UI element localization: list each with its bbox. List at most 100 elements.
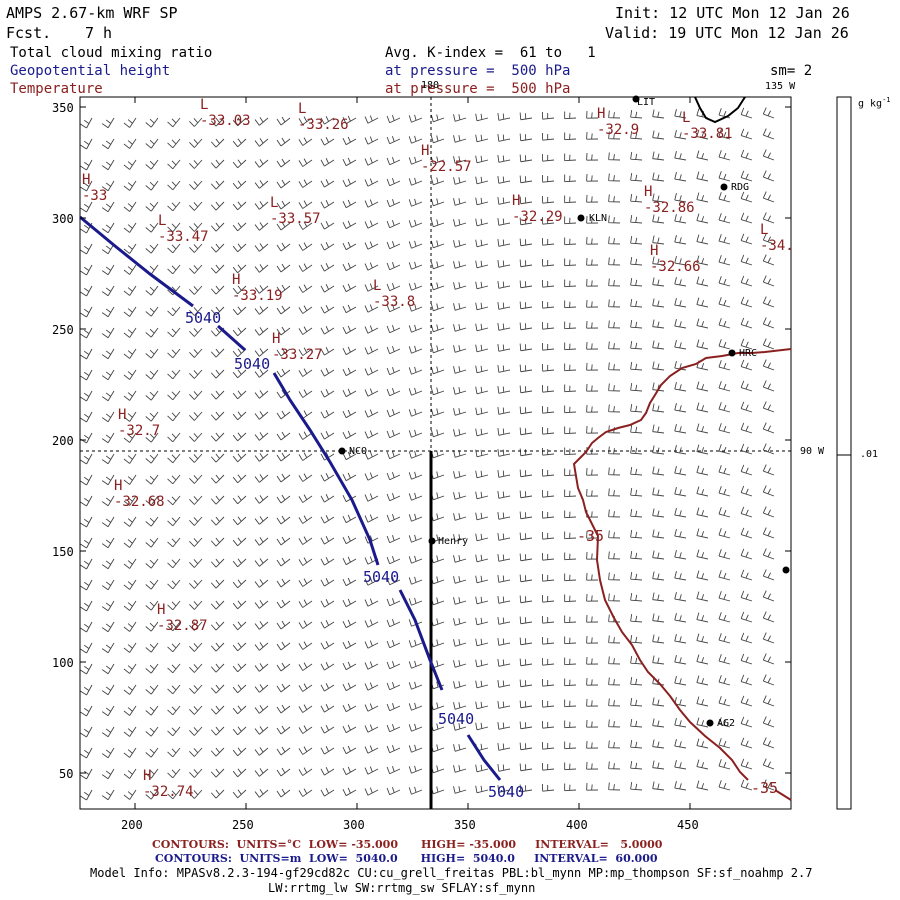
wind-barb [101,684,115,696]
wind-barb [232,768,247,778]
wind-barb [497,617,511,625]
wind-barb [497,218,511,226]
smoothing-label: sm= 2 [770,63,813,79]
wind-barb [364,136,379,145]
wind-barb [276,347,291,357]
wind-barb [80,558,93,570]
wind-barb [320,725,335,734]
wind-barb [674,150,687,161]
wind-barb [564,573,577,582]
wind-barb [541,721,555,729]
wind-barb [608,341,621,350]
wind-barb [298,536,313,545]
wind-barb [762,401,775,413]
wind-barb [718,234,731,245]
wind-barb [386,157,401,166]
wind-barb [453,702,467,710]
wind-barb [276,767,291,777]
wind-barb [564,405,577,414]
wind-barb [254,180,269,189]
wind-barb [762,380,775,392]
wind-barb [123,642,137,653]
wind-barb [652,697,665,707]
wind-barb [475,428,489,437]
wind-barb [254,663,269,672]
wind-barb [630,508,643,518]
wind-barb [497,407,511,415]
wind-barb [541,574,555,582]
wind-barb [276,200,291,210]
wind-barb [342,136,357,146]
wind-barb [652,718,665,728]
wind-barb [696,549,709,560]
wind-barb [408,429,423,438]
wind-barb [167,705,181,716]
wind-barb [541,742,555,750]
height-contour-label: 5040 [234,355,271,373]
wind-barb [189,117,203,127]
wind-barb [364,787,379,796]
wind-barb [254,390,269,399]
extremum-l-11: L -34. [760,222,794,254]
wind-barb [145,285,159,296]
wind-barb [101,558,115,570]
x-tick-300: 300 [343,818,365,832]
wind-barb [320,557,335,566]
wind-barb [276,305,291,315]
wind-barb [718,444,731,455]
wind-barb [167,516,181,527]
wind-barb [674,486,687,497]
init-time: Init: 12 UTC Mon 12 Jan 26 [615,4,850,22]
wind-barb [430,303,445,312]
extremum-h-4: H -32.9 [597,106,639,138]
wind-barb [564,636,577,645]
wind-barb [167,726,181,737]
wind-barb [101,138,115,150]
wind-barb [364,220,379,229]
wind-barb [630,739,643,749]
wind-barb [320,431,335,440]
wind-barb [696,423,709,434]
wind-barb [298,158,313,167]
wind-barb [586,593,599,602]
wind-barb [254,495,269,504]
wind-barb [254,243,269,252]
wind-barb [189,222,203,232]
wind-barb [564,321,577,330]
wind-barb [762,275,775,287]
wind-barb [189,285,203,295]
wind-barb [453,282,467,290]
extremum-type: H [82,172,91,188]
y-tick-200: 200 [52,434,74,448]
wind-barb [189,243,203,253]
wind-barb [167,621,181,632]
wind-barb [386,388,401,397]
wind-barb [254,726,269,735]
extremum-h-19: H -32.74 [143,768,194,800]
wind-barb [123,705,137,716]
wind-barb [254,684,269,693]
wind-barb [519,511,533,520]
wind-barb [608,656,621,665]
pressure-label-1: at pressure = 500 hPa [385,63,571,79]
wind-barb [232,537,247,547]
wind-barb [232,600,247,610]
wind-barb [210,243,225,253]
wind-barb [586,425,599,434]
wind-barb [210,705,225,715]
wind-barb [453,450,467,458]
wind-barb [541,385,555,393]
wind-barb [430,261,445,270]
wind-barb [254,306,269,315]
wind-barb [210,663,225,673]
wind-barb [123,285,137,296]
wind-barb [652,361,665,371]
wind-barb [320,263,335,272]
temperature-contour-minus35 [572,348,792,801]
wind-barb [232,390,247,400]
wind-barb [696,171,709,182]
station-rdg-marker [720,183,728,191]
wind-barb [519,259,533,268]
wind-barb [167,306,181,317]
extremum-l-8: L -33.57 [270,195,321,227]
